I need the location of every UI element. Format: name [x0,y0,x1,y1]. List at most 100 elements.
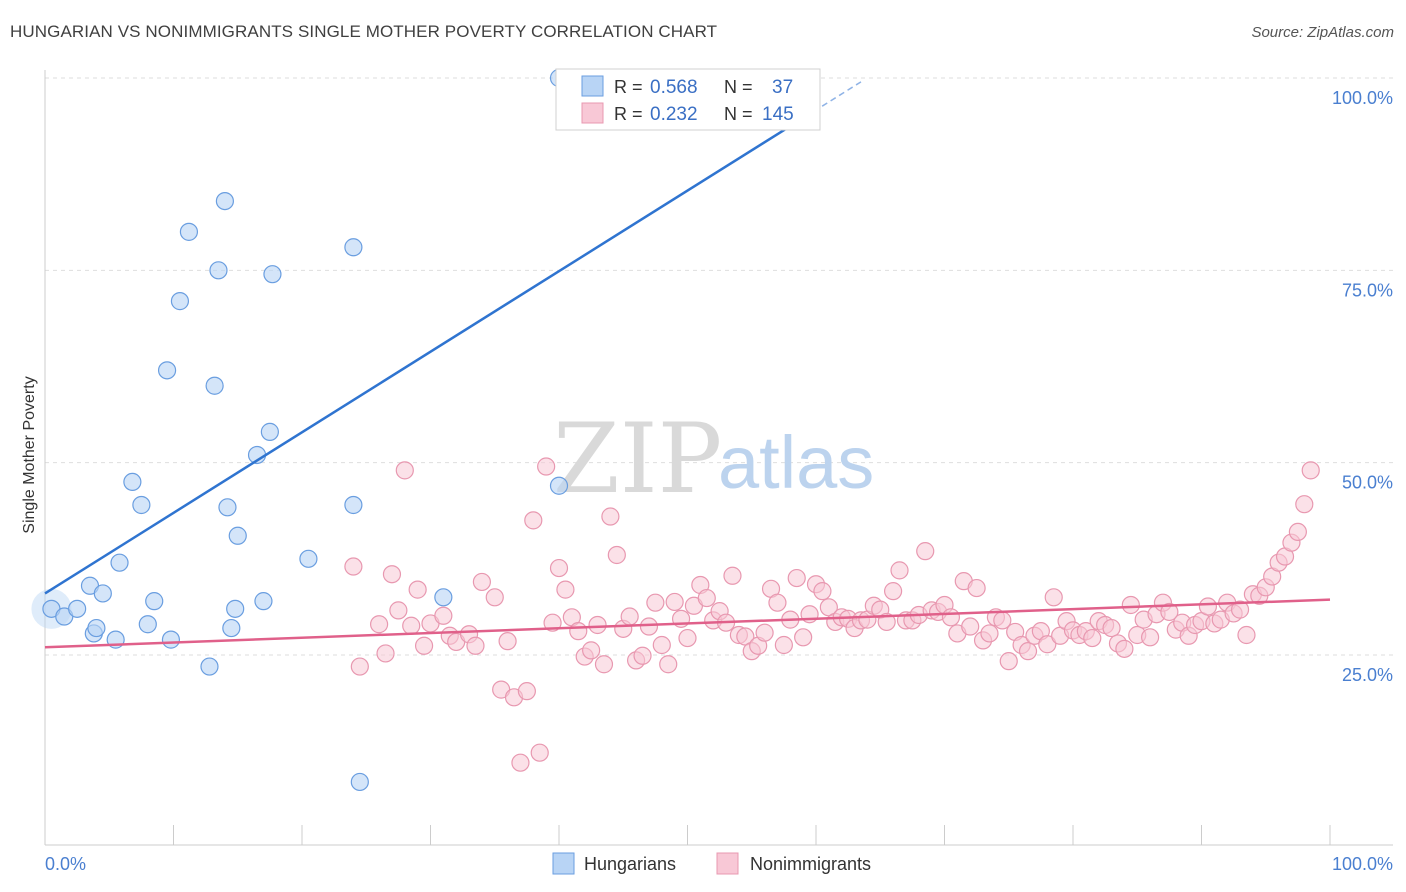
point-hungarians [161,630,181,649]
point-hungarians [263,265,282,284]
trend-line-hungarians [44,121,798,595]
point-nonimmigrants [768,593,787,612]
y-tick-label: 75.0% [1342,280,1393,300]
point-hungarians [138,615,157,634]
point-nonimmigrants [639,617,659,636]
point-nonimmigrants [774,635,793,655]
point-hungarians [110,553,129,572]
point-nonimmigrants [1121,595,1140,615]
point-nonimmigrants [588,615,607,635]
point-nonimmigrants [665,592,684,612]
point-hungarians [344,238,363,257]
point-nonimmigrants [543,613,562,632]
series-legend-hungarians: Hungarians [584,854,676,874]
source-credit: Source: ZipAtlas.com [1251,24,1394,41]
point-nonimmigrants [890,561,909,580]
point-nonimmigrants [556,580,575,599]
point-nonimmigrants [1230,600,1250,619]
x-tick-labels: 0.0% 100.0% [45,854,1393,874]
point-hungarians [170,292,190,311]
point-nonimmigrants [370,615,389,634]
gridlines [45,77,1393,656]
point-nonimmigrants [620,607,639,626]
point-nonimmigrants [517,682,536,701]
point-nonimmigrants [646,593,665,612]
point-hungarians [222,618,241,638]
point-hungarians [68,599,87,618]
point-hungarians [145,592,164,611]
point-nonimmigrants [376,644,395,663]
legend-n-nonimmigrants: 145 [762,104,794,125]
watermark: ZIP atlas [553,403,874,515]
point-nonimmigrants [1237,625,1256,645]
point-nonimmigrants [389,601,408,620]
point-nonimmigrants [607,545,626,565]
point-nonimmigrants [787,568,806,588]
point-nonimmigrants [723,566,742,585]
point-hungarians [260,422,279,441]
point-hungarians [549,476,569,495]
point-nonimmigrants [980,624,999,643]
point-hungarians [209,261,228,280]
point-hungarians [218,498,237,517]
point-hungarians [228,526,247,545]
point-nonimmigrants [498,632,517,651]
point-nonimmigrants [601,507,620,526]
point-nonimmigrants [883,582,903,601]
legend-n-hungarians: 37 [772,77,793,98]
point-nonimmigrants [549,558,569,578]
point-nonimmigrants [652,635,671,655]
point-nonimmigrants [472,572,491,592]
point-hungarians [344,495,363,515]
y-axis-label: Single Mother Poverty [21,376,38,533]
legend-swatch-nonimmigrants [581,102,604,124]
point-hungarians [215,191,234,211]
point-hungarians [205,376,224,395]
point-hungarians [350,772,369,792]
point-nonimmigrants [382,565,402,584]
point-nonimmigrants [402,616,421,635]
point-nonimmigrants [659,655,678,674]
axes [44,70,1393,846]
point-nonimmigrants [408,580,427,599]
point-nonimmigrants [697,588,716,608]
point-nonimmigrants [530,743,549,762]
y-tick-label: 100.0% [1332,88,1393,108]
point-nonimmigrants [414,636,434,655]
point-nonimmigrants [582,641,601,660]
point-nonimmigrants [434,606,453,625]
trend-lines [44,81,1331,649]
series-legend-swatch-hungarians [552,852,575,875]
point-nonimmigrants [1038,635,1057,654]
point-hungarians [132,495,151,515]
point-hungarians [299,549,318,568]
point-nonimmigrants [485,588,504,607]
watermark-zip: ZIP [553,403,722,515]
point-hungarians [200,657,219,676]
point-nonimmigrants [1140,628,1160,647]
point-nonimmigrants [1018,642,1038,661]
point-nonimmigrants [1295,495,1314,514]
point-nonimmigrants [633,646,652,665]
y-tick-label: 25.0% [1342,665,1393,685]
series-legend-swatch-nonimmigrants [716,852,739,875]
point-nonimmigrants [350,657,369,676]
point-nonimmigrants [594,655,614,674]
series-legend: Hungarians Nonimmigrants [552,852,871,875]
point-nonimmigrants [794,628,813,647]
point-nonimmigrants [813,582,832,601]
point-nonimmigrants [916,542,935,561]
point-nonimmigrants [999,652,1018,671]
point-nonimmigrants [395,461,414,480]
point-nonimmigrants [1115,639,1134,658]
point-nonimmigrants [755,623,774,642]
point-hungarians [157,361,177,380]
point-nonimmigrants [967,578,986,598]
point-nonimmigrants [1083,628,1102,648]
legend-n-label: N = [724,77,753,97]
point-hungarians [226,599,245,618]
point-nonimmigrants [678,628,697,648]
point-nonimmigrants [344,557,363,576]
legend-r-label: R = [614,104,643,124]
